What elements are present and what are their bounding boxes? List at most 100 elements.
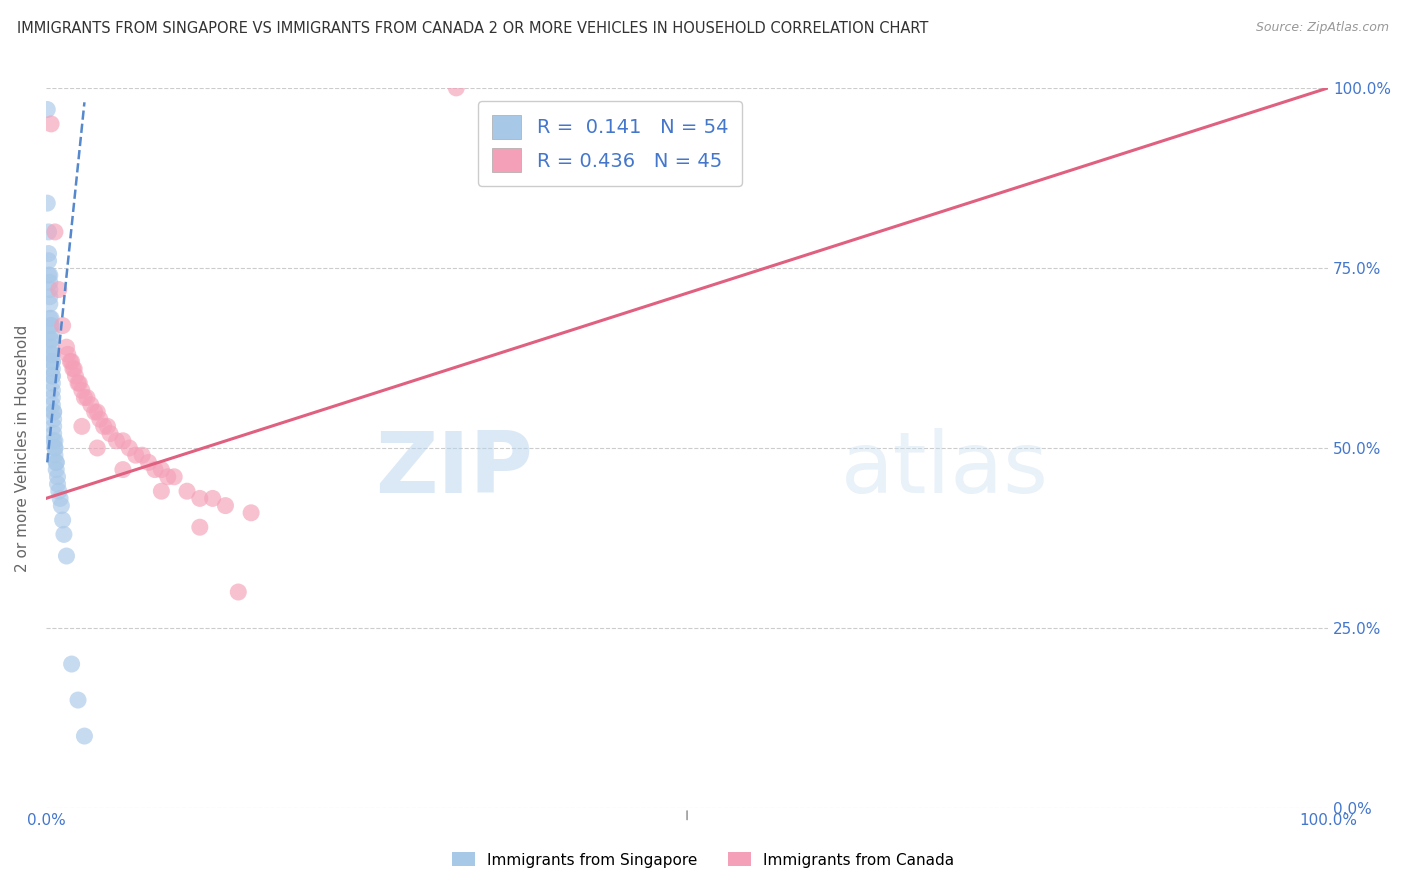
Point xyxy=(38,290,60,304)
Point xyxy=(38,276,60,290)
Point xyxy=(41,384,63,398)
Point xyxy=(56,347,79,361)
Point xyxy=(39,326,62,340)
Point xyxy=(48,283,70,297)
Point xyxy=(201,491,224,506)
Point xyxy=(44,448,66,462)
Point xyxy=(39,340,62,354)
Point xyxy=(63,361,86,376)
Point xyxy=(41,347,63,361)
Point xyxy=(45,462,67,476)
Point xyxy=(42,419,65,434)
Point xyxy=(150,462,173,476)
Point xyxy=(38,268,60,282)
Point xyxy=(44,441,66,455)
Point xyxy=(111,462,134,476)
Point xyxy=(48,484,70,499)
Point xyxy=(67,376,90,391)
Point xyxy=(446,81,468,95)
Point xyxy=(156,470,179,484)
Point xyxy=(76,391,98,405)
Point xyxy=(73,391,96,405)
Point xyxy=(60,657,83,671)
Point xyxy=(37,196,59,211)
Point xyxy=(96,419,118,434)
Point xyxy=(39,318,62,333)
Point xyxy=(150,484,173,499)
Point xyxy=(214,499,236,513)
Point xyxy=(45,455,67,469)
Point xyxy=(38,253,60,268)
Point xyxy=(38,283,60,297)
Point xyxy=(41,361,63,376)
Point xyxy=(59,354,82,368)
Point xyxy=(83,405,105,419)
Point xyxy=(62,361,84,376)
Point xyxy=(86,405,108,419)
Point xyxy=(65,368,87,383)
Point xyxy=(52,527,75,541)
Point xyxy=(125,448,148,462)
Point xyxy=(66,693,89,707)
Point xyxy=(39,311,62,326)
Point xyxy=(39,117,62,131)
Point xyxy=(55,340,77,354)
Point xyxy=(143,462,166,476)
Point xyxy=(38,311,60,326)
Point xyxy=(42,405,65,419)
Point xyxy=(39,347,62,361)
Point xyxy=(44,434,66,448)
Point xyxy=(46,470,69,484)
Point xyxy=(60,354,83,368)
Point xyxy=(80,398,103,412)
Point xyxy=(73,729,96,743)
Point xyxy=(131,448,153,462)
Point xyxy=(86,441,108,455)
Y-axis label: 2 or more Vehicles in Household: 2 or more Vehicles in Household xyxy=(15,325,30,572)
Point xyxy=(38,297,60,311)
Point xyxy=(55,549,77,563)
Point xyxy=(52,513,75,527)
Point xyxy=(42,412,65,426)
Point xyxy=(138,455,160,469)
Point xyxy=(66,376,89,391)
Point xyxy=(41,368,63,383)
Point xyxy=(49,491,72,506)
Point xyxy=(39,333,62,347)
Point xyxy=(93,419,115,434)
Text: ZIP: ZIP xyxy=(375,428,533,511)
Point xyxy=(98,426,121,441)
Point xyxy=(89,412,111,426)
Point xyxy=(41,354,63,368)
Legend: R =  0.141   N = 54, R = 0.436   N = 45: R = 0.141 N = 54, R = 0.436 N = 45 xyxy=(478,101,742,186)
Text: Source: ZipAtlas.com: Source: ZipAtlas.com xyxy=(1256,21,1389,34)
Point xyxy=(38,246,60,260)
Point xyxy=(45,455,67,469)
Point xyxy=(70,384,93,398)
Point xyxy=(105,434,128,448)
Point xyxy=(52,318,75,333)
Point xyxy=(41,368,63,383)
Point xyxy=(42,405,65,419)
Point xyxy=(37,103,59,117)
Point xyxy=(41,398,63,412)
Point xyxy=(41,391,63,405)
Point xyxy=(111,434,134,448)
Point xyxy=(46,477,69,491)
Point xyxy=(42,434,65,448)
Point xyxy=(226,585,249,599)
Point xyxy=(41,354,63,368)
Point xyxy=(38,268,60,282)
Point xyxy=(163,470,186,484)
Point xyxy=(41,376,63,391)
Point xyxy=(44,441,66,455)
Text: IMMIGRANTS FROM SINGAPORE VS IMMIGRANTS FROM CANADA 2 OR MORE VEHICLES IN HOUSEH: IMMIGRANTS FROM SINGAPORE VS IMMIGRANTS … xyxy=(17,21,928,36)
Point xyxy=(118,441,141,455)
Point xyxy=(240,506,263,520)
Point xyxy=(38,225,60,239)
Text: atlas: atlas xyxy=(841,428,1049,511)
Legend: Immigrants from Singapore, Immigrants from Canada: Immigrants from Singapore, Immigrants fr… xyxy=(446,847,960,873)
Point xyxy=(44,225,66,239)
Point xyxy=(188,520,211,534)
Point xyxy=(39,318,62,333)
